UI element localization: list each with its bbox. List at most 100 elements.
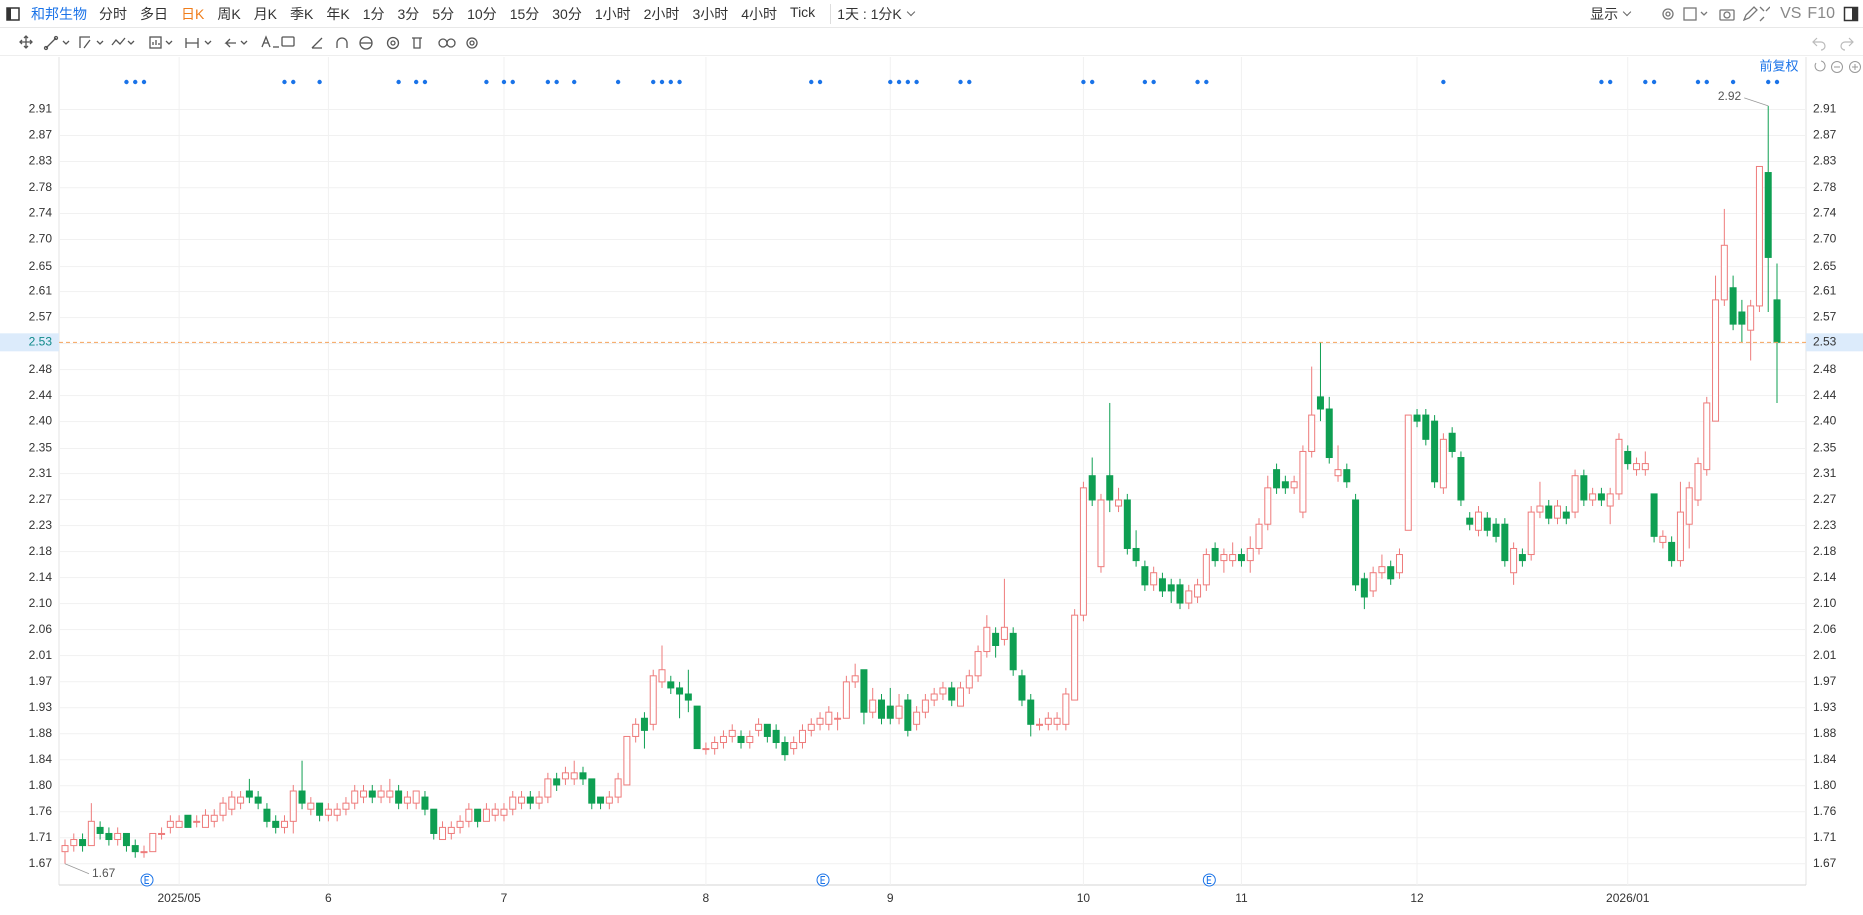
candle-body [184,814,192,828]
interval-select[interactable]: 1天 : 1分K [830,3,918,24]
candle-body [237,796,245,804]
adjustment-label[interactable]: 前复权 [1759,58,1798,73]
candle-body [1615,438,1623,495]
period-tab[interactable]: 多日 [140,5,168,22]
candle-body [254,796,262,804]
candle-body [1738,311,1746,325]
candle-body [395,790,403,804]
tool-icons[interactable] [1660,4,1771,24]
y-tick-label-right: 2.70 [1813,232,1837,246]
period-tab[interactable]: 日K [181,5,205,22]
candle-body [1044,717,1052,725]
event-dot [1774,79,1780,85]
period-tab[interactable]: Tick [790,3,816,20]
period-tab[interactable]: 3分 [397,5,420,22]
candle-body [561,772,569,780]
candle-body [1659,535,1667,543]
period-tab[interactable]: 1小时 [594,5,631,22]
y-tick-label: 2.83 [29,154,53,168]
event-badge-glyph [144,876,150,884]
candle-body [1378,566,1386,574]
y-tick-label-right: 2.61 [1813,284,1837,298]
candle-body [1431,420,1439,483]
candle-body [1633,463,1641,471]
period-tab[interactable]: 5分 [432,5,455,22]
event-dot [1766,79,1771,85]
event-dot [1695,79,1701,85]
y-tick-label: 2.14 [29,570,53,584]
y-tick-label: 2.40 [29,414,53,428]
candle-body [1422,414,1430,440]
interval-text: 1天 : 1分K [837,5,902,22]
candle-body [1079,487,1087,616]
candle-body [465,808,473,822]
period-tab[interactable]: 4小时 [741,5,778,22]
candle-body [939,687,947,695]
symbol[interactable]: 和邦生物 [31,5,87,22]
candle-body [825,711,833,725]
period-tab[interactable]: 周K [217,5,241,22]
period-tab[interactable]: 30分 [552,5,582,22]
candle-body [1545,505,1553,519]
x-tick-label: 8 [703,891,710,905]
candle-body [772,729,780,744]
candle-body [1624,450,1632,465]
candle-body [87,820,95,847]
candle-body [877,699,885,719]
zoom-in-icon[interactable] [1849,61,1861,73]
period-tab[interactable]: 10分 [467,5,497,22]
candle-body [1483,517,1491,531]
candle-body [351,790,359,804]
candle-body [667,681,675,689]
candle-body [1360,578,1368,598]
candle-body [781,742,789,756]
min-marker-leader [64,863,90,875]
candle-body [614,778,622,798]
y-tick-label: 2.18 [29,544,53,558]
period-tab[interactable]: 2小时 [643,5,680,22]
drawing-tools[interactable] [0,29,500,55]
zoom-out-icon[interactable] [1831,61,1843,73]
candle-body [930,693,938,701]
vs-button[interactable]: VS [1780,5,1802,22]
candle-body [1404,414,1412,531]
candle-body [1448,432,1456,452]
period-tab[interactable]: 3小时 [692,5,729,22]
period-tab[interactable]: 年K [326,5,350,22]
candle-body [298,790,306,804]
period-tab[interactable]: 月K [253,5,278,22]
display-menu[interactable]: 显示 [1590,4,1634,24]
top-toolbar: 和邦生物 分时 多日 日K 周K 月K 季K 年K 1分 3分 5分 10分 15分 30分 1小时 2小时… [0,0,1863,28]
undo-redo[interactable] [1803,29,1863,55]
period-tab[interactable]: 15分 [509,5,540,22]
event-dot [1599,79,1604,85]
candle-body [447,826,455,834]
event-dot [133,79,138,85]
candle-body [1281,481,1289,489]
candle-body [640,717,648,731]
candle-body [1106,475,1114,501]
f10-button[interactable]: F10 [1807,5,1835,22]
candle-body [386,790,394,798]
candle-body [289,790,297,822]
period-tab[interactable]: 季K [290,5,314,22]
candle-body [122,832,130,847]
reset-icon[interactable] [1814,60,1826,72]
candle-body [219,802,227,816]
candle-body [1334,469,1342,477]
y-tick-label: 1.67 [29,856,53,870]
candle-body [1474,511,1482,531]
candle-body [1580,475,1588,501]
sidebar-icon[interactable] [1843,6,1859,22]
candle-body [1641,463,1649,471]
panel-icon[interactable] [5,6,21,22]
candle-body [307,802,315,810]
candle-body [1176,584,1184,604]
period-tab[interactable]: 1分 [362,5,385,22]
y-tick-label-right: 2.40 [1813,414,1837,428]
candle-body [1141,566,1149,586]
candle-body [1097,499,1105,568]
period-tab[interactable]: 分时 [99,5,127,22]
y-tick-label: 1.84 [29,752,53,766]
